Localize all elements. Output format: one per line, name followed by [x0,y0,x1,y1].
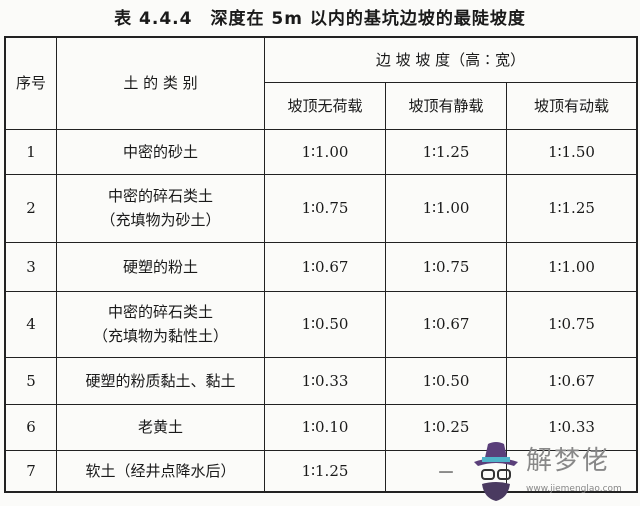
soil-type-line: （充填物为黏性土） [92,327,228,345]
header-slope-group: 边 坡 坡 度（高∶宽） [264,36,638,83]
table-row: 4 中密的碎石类土 （充填物为黏性土） 1∶0.50 1∶0.67 1∶0.75 [4,290,638,358]
slope-value-cell: 1∶0.67 [264,241,386,292]
row-index: 4 [4,290,57,358]
table-row: 1 中密的砂土 1∶1.00 1∶1.25 1∶1.50 [4,128,638,175]
soil-type-line: （充填物为砂土） [100,211,221,229]
slope-value-cell: 1∶1.25 [385,128,507,175]
row-index: 3 [4,241,57,292]
header-dynamic-load: 坡顶有动载 [506,81,638,130]
soil-type-line: 中密的碎石类土 [107,187,213,205]
table-row: 2 中密的碎石类土 （充填物为砂土） 1∶0.75 1∶1.00 1∶1.25 [4,173,638,243]
soil-type-cell: 硬塑的粉土 [56,241,265,292]
slope-value-cell: 1∶0.75 [506,290,638,358]
slope-value-cell: 1∶0.67 [385,290,507,358]
slope-value-cell [506,449,638,493]
header-no-load: 坡顶无荷载 [264,81,386,130]
header-index: 序号 [4,36,57,130]
soil-type-cell: 中密的碎石类土 （充填物为黏性土） [56,290,265,358]
slope-value-cell: 1∶0.67 [506,356,638,405]
soil-type-line: 中密的砂土 [122,142,198,161]
table-row: 3 硬塑的粉土 1∶0.67 1∶0.75 1∶1.00 [4,241,638,292]
slope-value-cell: 1∶0.50 [264,290,386,358]
watermark-brand: 解梦佬 [526,446,611,476]
row-index: 1 [4,128,57,175]
slope-value-cell: 1∶1.00 [385,173,507,243]
soil-type-line: 中密的碎石类土 [107,303,213,321]
slope-value-cell: 1∶1.00 [506,241,638,292]
row-index: 2 [4,173,57,243]
soil-type-cell: 中密的碎石类土 （充填物为砂土） [56,173,265,243]
slope-value-cell: 1∶1.00 [264,128,386,175]
soil-type-line: 老黄土 [137,418,183,436]
table-row: 5 硬塑的粉质黏土、黏土 1∶0.33 1∶0.50 1∶0.67 [4,356,638,405]
hat-beard-logo-icon [474,442,518,501]
row-index: 7 [4,449,57,493]
watermark: 解梦佬 www.jiemenglao.com [468,440,640,502]
slope-value-cell: 1∶1.50 [506,128,638,175]
watermark-url: www.jiemenglao.com [526,484,622,494]
row-index: 6 [4,403,57,451]
slope-value-cell: 1∶0.75 [264,173,386,243]
row-index: 5 [4,356,57,405]
table-title: 表 4.4.4 深度在 5m 以内的基坑边坡的最陡坡度 [114,9,526,29]
slope-value-cell: 1∶1.25 [506,173,638,243]
table-row: 6 老黄土 1∶0.10 1∶0.25 1∶0.33 [4,403,638,451]
slope-value-cell: 1∶0.50 [385,356,507,405]
slope-value-cell: 1∶0.10 [264,403,386,451]
soil-type-line: 软土（经井点降水后） [85,461,236,480]
slope-value-cell: 1∶1.25 [264,449,386,493]
slope-value-cell: 1∶0.33 [506,403,638,451]
soil-type-cell: 中密的砂土 [56,128,265,175]
slope-value-cell: 1∶0.33 [264,356,386,405]
slope-table: 序号 土 的 类 别 边 坡 坡 度（高∶宽） 坡顶无荷载 坡顶有静载 坡顶有动… [4,36,638,493]
soil-type-cell: 硬塑的粉质黏土、黏土 [56,356,265,405]
header-soil-type: 土 的 类 别 [56,36,265,130]
soil-type-cell: 软土（经井点降水后） [56,449,265,493]
slope-value-cell: 1∶0.75 [385,241,507,292]
soil-type-line: 硬塑的粉质黏土、黏土 [85,371,236,390]
header-static-load: 坡顶有静载 [385,81,507,130]
soil-type-line: 硬塑的粉土 [122,257,198,276]
soil-type-cell: 老黄土 [56,403,265,451]
